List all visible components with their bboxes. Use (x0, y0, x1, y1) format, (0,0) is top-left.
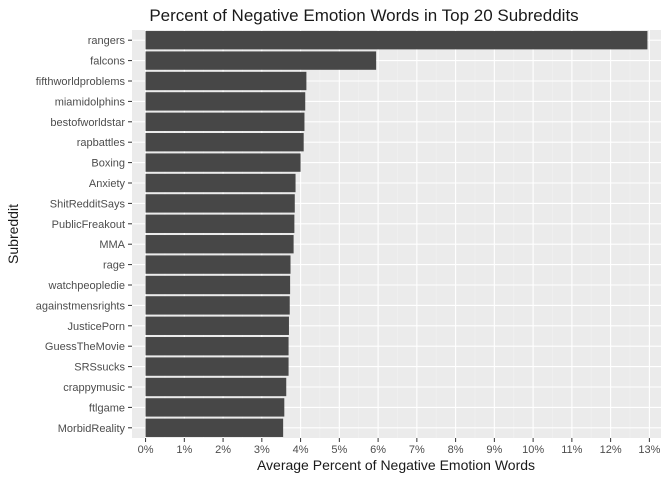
bar-rangers (145, 31, 648, 50)
bar-watchpeopledie (145, 275, 291, 295)
x-tick-label: 13% (638, 444, 660, 456)
bar-SRSsucks (145, 357, 289, 376)
y-axis-ticks: rangers falcons fifthworldproblems miamidol… (36, 35, 132, 435)
x-axis-title: Average Percent of Negative Emotion Word… (257, 457, 535, 473)
y-tick-label: GuessTheMovie (45, 341, 125, 353)
x-tick-label: 5% (331, 444, 347, 456)
y-tick-label: JusticePorn (68, 321, 125, 333)
y-tick-label: rangers (88, 35, 126, 47)
y-axis-title: Subreddit (5, 204, 21, 264)
y-tick-label: miamidolphins (55, 96, 126, 108)
y-tick-label: rapbattles (77, 137, 126, 149)
y-tick-label: bestofworldstar (50, 117, 125, 129)
chart-title: Percent of Negative Emotion Words in Top… (149, 6, 578, 25)
bar-ftlgame (145, 398, 285, 417)
y-tick-label: MorbidReality (58, 423, 126, 435)
y-tick-label: watchpeopledie (48, 280, 125, 292)
x-tick-label: 3% (254, 444, 270, 456)
y-tick-label: rage (103, 260, 125, 272)
bar-PublicFreakout (145, 214, 295, 233)
bar-falcons (145, 51, 377, 70)
x-tick-label: 9% (486, 444, 502, 456)
y-tick-label: falcons (90, 56, 125, 68)
x-tick-label: 12% (600, 444, 622, 456)
x-tick-label: 10% (522, 444, 544, 456)
bar-JusticePorn (145, 316, 289, 335)
x-tick-label: 4% (293, 444, 309, 456)
y-tick-label: ftlgame (89, 402, 125, 414)
bar-MMA (145, 235, 294, 254)
x-tick-label: 8% (448, 444, 464, 456)
x-tick-label: 7% (409, 444, 425, 456)
bar-GuessTheMovie (145, 337, 289, 356)
y-tick-label: PublicFreakout (52, 219, 125, 231)
bar-fifthworldproblems (145, 71, 307, 91)
y-tick-label: SRSsucks (74, 362, 125, 374)
y-tick-label: crappymusic (63, 382, 125, 394)
bar-miamidolphins (145, 92, 306, 111)
x-tick-label: 0% (138, 444, 154, 456)
y-tick-label: fifthworldproblems (36, 76, 126, 88)
bar-ShitRedditSays (145, 194, 295, 213)
y-tick-label: ShitRedditSays (50, 198, 126, 210)
bar-rage (145, 255, 291, 274)
bar-bestofworldstar (145, 112, 305, 131)
y-tick-label: againstmensrights (36, 300, 126, 312)
bars (145, 31, 648, 437)
bar-rapbattles (145, 133, 304, 152)
bar-againstmensrights (145, 296, 290, 315)
bar-MorbidReality (145, 418, 284, 437)
bar-crappymusic (145, 377, 287, 397)
bar-Anxiety (145, 173, 296, 193)
x-tick-label: 1% (176, 444, 192, 456)
y-tick-label: Boxing (91, 158, 125, 170)
y-tick-label: MMA (99, 239, 125, 251)
x-tick-label: 6% (370, 444, 386, 456)
plot-panel (132, 30, 661, 438)
bar-Boxing (145, 153, 301, 172)
x-tick-label: 11% (561, 444, 582, 456)
x-axis-ticks: 0% 1% 2% 3% 4% 5% 6% 7% 8% 9% 10% 11% 12% 13% (138, 438, 661, 456)
x-tick-label: 2% (215, 444, 231, 456)
y-tick-label: Anxiety (89, 178, 126, 190)
